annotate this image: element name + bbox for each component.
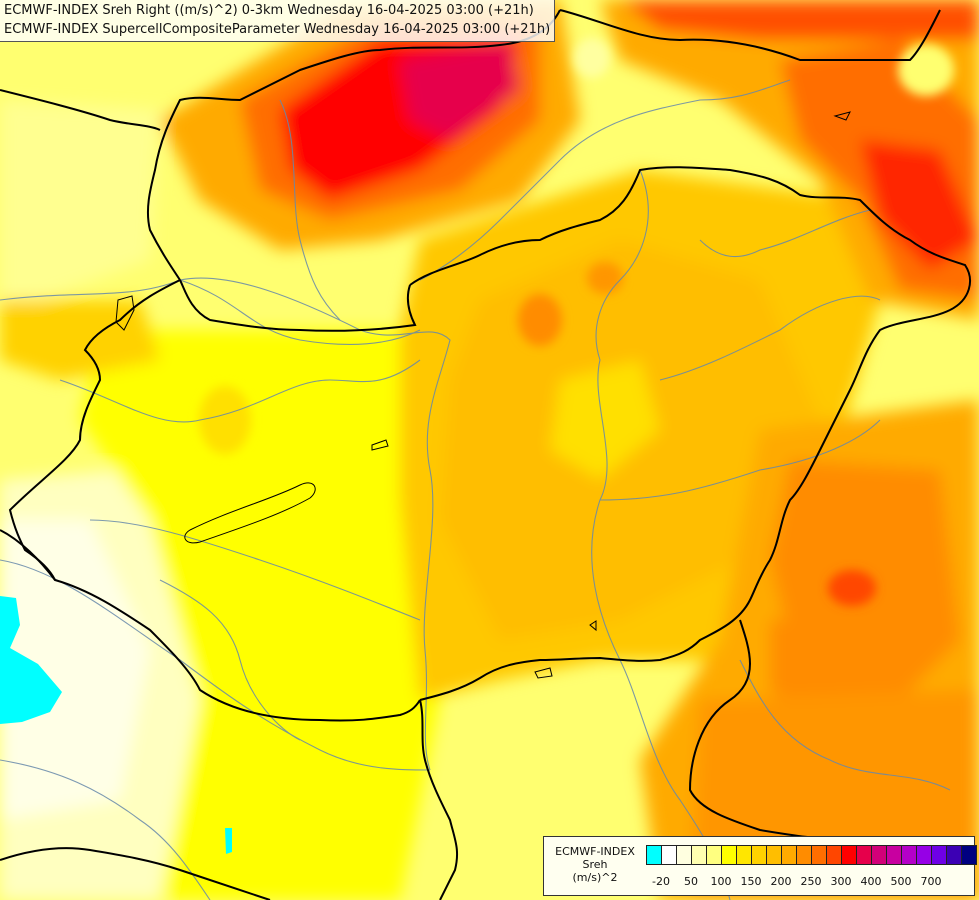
legend-title-variable: Sreh bbox=[582, 858, 608, 871]
map-title-box: ECMWF-INDEX Sreh Right ((m/s)^2) 0-3km W… bbox=[0, 0, 556, 42]
legend-tick-label: -20 bbox=[652, 875, 670, 888]
legend-swatch bbox=[751, 845, 767, 865]
legend-title-unit: (m/s)^2 bbox=[572, 871, 618, 884]
legend-swatch bbox=[721, 845, 737, 865]
legend-swatch bbox=[811, 845, 827, 865]
legend-swatch bbox=[796, 845, 812, 865]
legend-swatch bbox=[961, 845, 977, 865]
legend-tick-label: 500 bbox=[890, 875, 912, 888]
legend-tick-label: 100 bbox=[710, 875, 732, 888]
legend-swatch bbox=[916, 845, 932, 865]
legend-swatch bbox=[706, 845, 722, 865]
legend-tick-label: 50 bbox=[684, 875, 698, 888]
legend-swatch bbox=[646, 845, 662, 865]
legend-swatch bbox=[856, 845, 872, 865]
title-line-1: ECMWF-INDEX Sreh Right ((m/s)^2) 0-3km W… bbox=[4, 3, 534, 18]
legend-tick-label: 400 bbox=[860, 875, 882, 888]
legend-swatch bbox=[691, 845, 707, 865]
legend-swatches bbox=[646, 845, 977, 865]
legend-tick-label: 300 bbox=[830, 875, 852, 888]
legend-swatch bbox=[871, 845, 887, 865]
legend-ticks: -20 50 100 150 200 250 300 400 500 700 bbox=[646, 875, 972, 889]
legend-swatch bbox=[886, 845, 902, 865]
title-line-2: ECMWF-INDEX SupercellCompositeParameter … bbox=[4, 22, 551, 37]
legend-swatch bbox=[901, 845, 917, 865]
legend-swatch bbox=[661, 845, 677, 865]
legend-swatch bbox=[766, 845, 782, 865]
legend-swatch bbox=[826, 845, 842, 865]
legend-swatch bbox=[946, 845, 962, 865]
legend-swatch bbox=[841, 845, 857, 865]
color-legend: ECMWF-INDEX Sreh (m/s)^2 -20 50 100 150 200 2… bbox=[543, 836, 977, 896]
legend-tick-label: 150 bbox=[740, 875, 762, 888]
legend-swatch bbox=[736, 845, 752, 865]
legend-swatch bbox=[931, 845, 947, 865]
legend-tick-label: 250 bbox=[800, 875, 822, 888]
legend-title-model: ECMWF-INDEX bbox=[555, 845, 635, 858]
legend-title: ECMWF-INDEX Sreh (m/s)^2 bbox=[550, 845, 640, 884]
legend-tick-label: 200 bbox=[770, 875, 792, 888]
legend-swatch bbox=[781, 845, 797, 865]
legend-swatch bbox=[676, 845, 692, 865]
legend-tick-label: 700 bbox=[920, 875, 942, 888]
